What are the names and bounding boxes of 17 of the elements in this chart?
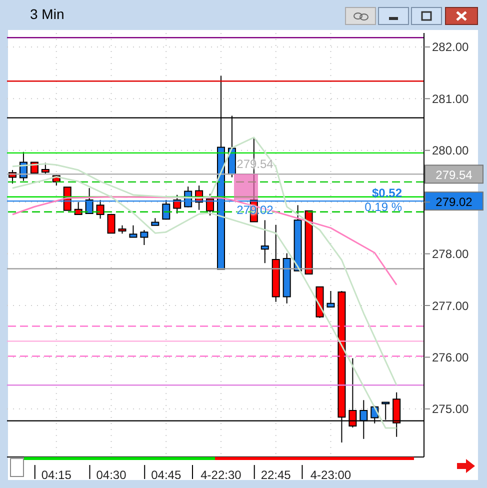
y-tick-label: 280.00 bbox=[432, 144, 470, 158]
text: 279.54 bbox=[436, 168, 472, 182]
y-tick-label: 278.00 bbox=[432, 247, 470, 262]
annotation: 0.19 % bbox=[364, 200, 402, 214]
chart-title: 3 Min bbox=[30, 6, 64, 22]
y-tick-label: 276.00 bbox=[432, 350, 470, 364]
x-tick-label: 22:45 bbox=[260, 468, 292, 482]
x-tick-label: 04:45 bbox=[151, 468, 182, 482]
y-tick-label: 281.00 bbox=[432, 92, 470, 106]
y-tick-label: 275.00 bbox=[432, 402, 470, 416]
x-tick-label: 04:15 bbox=[41, 468, 72, 482]
y-tick-label: 282.00 bbox=[432, 40, 470, 54]
x-tick-label: 4-22:30 bbox=[200, 468, 242, 482]
x-tick-label: 04:30 bbox=[96, 468, 127, 482]
y-tick-label: 277.00 bbox=[432, 298, 470, 313]
text: 279.02 bbox=[436, 195, 472, 210]
x-tick-label: 4-23:00 bbox=[310, 468, 352, 482]
